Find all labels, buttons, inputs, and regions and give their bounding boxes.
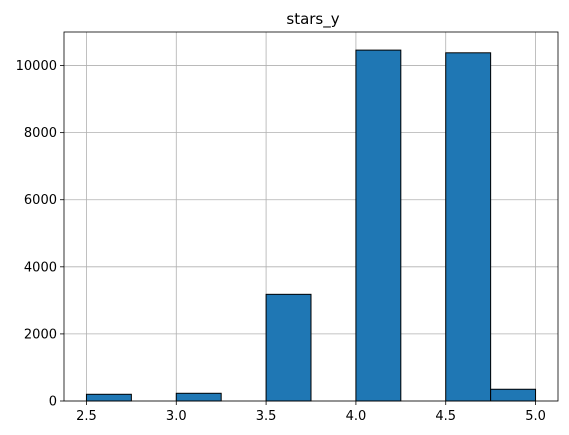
histogram-bar [490, 388, 537, 402]
x-tick-label: 3.0 [166, 409, 187, 424]
histogram-bar [355, 49, 402, 402]
y-tick-label: 0 [49, 395, 57, 410]
plot-frame [63, 31, 559, 402]
y-tick-label: 6000 [24, 193, 57, 208]
x-tick-label: 5.0 [525, 409, 546, 424]
x-tick-label: 4.0 [346, 409, 367, 424]
bars [85, 49, 537, 402]
y-tick-label: 2000 [24, 327, 57, 342]
x-tick-label: 4.5 [435, 409, 456, 424]
y-tick-label: 4000 [24, 260, 57, 275]
y-tick-label: 8000 [24, 126, 57, 141]
chart-title: stars_y [286, 10, 339, 29]
histogram-bar [265, 293, 312, 402]
x-axis: 2.5 3.0 3.5 4.0 4.5 5.0 [76, 401, 546, 424]
histogram-bar [445, 52, 492, 402]
histogram-bar [175, 392, 222, 402]
x-tick-label: 2.5 [76, 409, 97, 424]
x-tick-label: 3.5 [256, 409, 277, 424]
histogram-bar [85, 393, 132, 402]
y-axis: 0 2000 4000 6000 8000 10000 [16, 59, 64, 410]
y-tick-label: 10000 [16, 59, 57, 74]
